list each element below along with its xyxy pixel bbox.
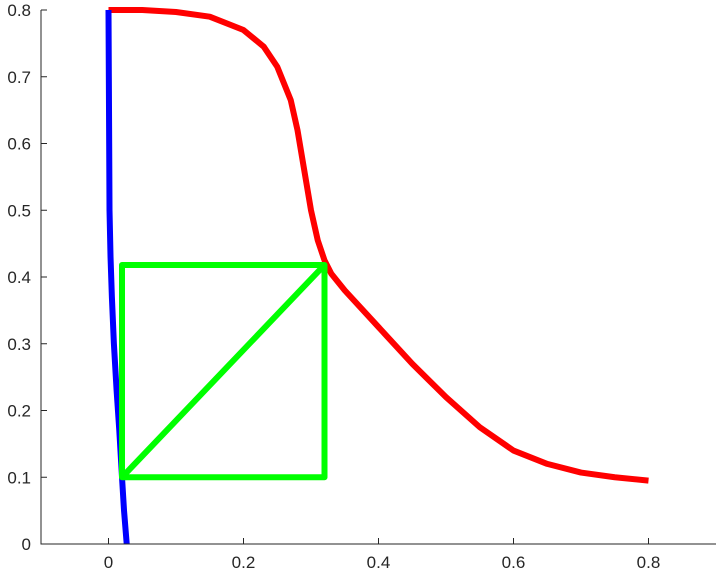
y-tick-label: 0.7: [7, 68, 31, 87]
x-tick-label: 0: [104, 553, 113, 572]
y-tick-label: 0.3: [7, 335, 31, 354]
x-tick-label: 0.4: [367, 553, 391, 572]
y-tick-label: 0.5: [7, 201, 31, 220]
y-tick-label: 0.6: [7, 135, 31, 154]
blue-curve-line: [105, 9, 130, 545]
series-layer: [105, 7, 649, 545]
x-tick-label: 0.6: [502, 553, 526, 572]
x-tick-label: 0.2: [232, 553, 256, 572]
tick-labels-layer: 0 0.2 0.4 0.6 0.8 0 0.1 0.2 0.3 0.4 0.5 0.6 0.7 0.8: [7, 1, 660, 572]
y-tick-label: 0.2: [7, 402, 31, 421]
ticks-layer: [41, 9, 649, 545]
y-tick-label: 0.8: [7, 1, 31, 20]
y-tick-label: 0: [22, 535, 31, 554]
y-tick-label: 0.1: [7, 468, 31, 487]
red-curve-line: [108, 7, 649, 484]
green-path-line: [119, 261, 328, 481]
y-tick-label: 0.4: [7, 268, 31, 287]
x-tick-label: 0.8: [637, 553, 661, 572]
